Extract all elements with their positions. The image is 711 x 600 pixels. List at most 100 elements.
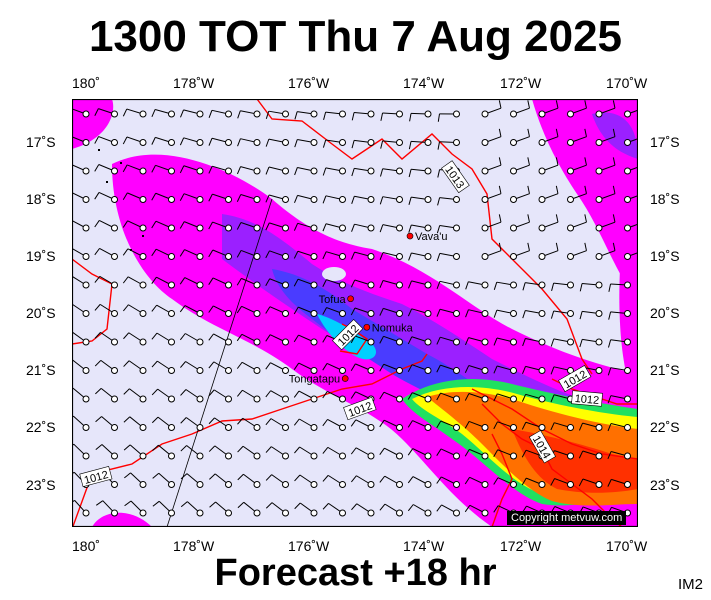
wind-barb <box>567 214 587 232</box>
wind-barb <box>465 281 489 290</box>
lon-label-top: 174˚W <box>403 75 445 91</box>
wind-barb <box>493 309 517 318</box>
wind-barb <box>550 478 574 488</box>
wind-barb <box>151 192 175 203</box>
wind-barb <box>236 305 261 317</box>
copyright-label: Copyright metvuw.com <box>507 511 627 525</box>
wind-barb <box>94 191 118 203</box>
wind-barb <box>493 477 517 488</box>
wind-barb <box>94 303 118 317</box>
wind-barb <box>408 196 432 205</box>
wind-barb <box>624 138 638 146</box>
wind-barb <box>551 281 574 291</box>
lat-label-right: 19˚S <box>650 248 680 264</box>
wind-barb <box>208 417 232 431</box>
wind-barb <box>481 100 502 118</box>
weather-map: Vava'u Tofua Nomuka Tongatapu 1013 1012 101… <box>72 99 638 527</box>
wind-barb <box>265 306 289 317</box>
isobar-line <box>256 99 593 375</box>
wind-barb <box>208 109 232 118</box>
wind-barb <box>407 448 432 460</box>
wind-barb <box>408 252 432 261</box>
wind-barb <box>350 447 375 460</box>
wind-barb <box>72 499 90 517</box>
place-marker: Vava'u <box>406 231 447 243</box>
wind-barb <box>236 389 261 403</box>
wind-barb <box>578 450 603 460</box>
wind-barb <box>437 110 460 122</box>
wind-barb <box>293 222 318 232</box>
wind-barb <box>607 367 631 376</box>
wind-barb <box>208 305 232 317</box>
wind-barb <box>293 306 318 317</box>
wind-barb <box>265 166 289 175</box>
wind-barb <box>322 167 346 176</box>
wind-barb <box>94 136 118 146</box>
lon-label-top: 170˚W <box>606 75 648 91</box>
wind-barb <box>436 420 460 431</box>
lat-label-left: 17˚S <box>26 134 56 150</box>
wind-barb <box>208 137 232 146</box>
wind-barb <box>481 185 502 203</box>
wind-barb <box>265 138 289 147</box>
wind-barb <box>236 333 261 346</box>
wind-barb <box>322 139 346 148</box>
wind-barb <box>236 249 261 260</box>
lat-label-right: 17˚S <box>650 134 680 150</box>
wind-barb <box>624 252 638 260</box>
wind-barb <box>436 476 460 488</box>
wind-barb <box>351 223 375 232</box>
rain-blob-bottomleft <box>92 512 152 527</box>
wind-barb <box>595 214 616 232</box>
wind-barb <box>379 503 403 517</box>
wind-barb <box>595 242 616 260</box>
wind-barb <box>351 503 375 517</box>
wind-barb <box>294 139 318 148</box>
wind-barb <box>350 419 375 431</box>
wind-barb <box>94 331 118 346</box>
wind-barb <box>608 338 631 348</box>
wind-barb <box>493 365 517 374</box>
rain-band-heavy <box>272 269 482 414</box>
lon-label-bottom: 180˚ <box>72 538 101 554</box>
place-marker: Nomuka <box>363 322 414 334</box>
island <box>142 235 144 237</box>
place-marker: Tongatapu <box>289 374 349 386</box>
wind-barb <box>464 476 489 488</box>
wind-barb <box>407 420 432 431</box>
wind-barb <box>510 128 530 146</box>
isobar-label-box <box>571 390 603 407</box>
wind-barb <box>151 416 175 431</box>
wind-barb <box>521 477 546 488</box>
wind-barb <box>322 446 346 460</box>
wind-barb <box>151 220 175 232</box>
boundary-line <box>166 198 273 527</box>
wind-barb <box>538 214 559 232</box>
wind-barb <box>380 139 403 149</box>
wind-barb <box>351 195 375 204</box>
wind-barb <box>322 307 346 317</box>
image-tag: IM2 <box>677 576 703 593</box>
wind-barb <box>538 128 559 146</box>
wind-barb <box>294 474 318 488</box>
lat-label-left: 18˚S <box>26 191 56 207</box>
lon-label-bottom: 172˚W <box>500 538 542 554</box>
wind-barb <box>208 249 232 260</box>
wind-barb <box>208 389 232 403</box>
wind-barb <box>179 249 204 260</box>
wind-barb <box>407 392 432 403</box>
wind-barb <box>237 473 261 488</box>
wind-barb <box>236 221 261 232</box>
wind-barb <box>579 310 603 320</box>
wind-barb <box>123 416 147 431</box>
wind-barb <box>350 251 375 260</box>
wind-barb <box>208 277 232 289</box>
isobar-label-box <box>343 396 377 421</box>
isobar-label-box <box>558 365 592 393</box>
wind-barb <box>464 420 489 431</box>
wind-barb <box>265 474 289 488</box>
wind-barb <box>293 250 318 260</box>
isobar-label-box <box>79 465 113 488</box>
wind-barb <box>265 390 289 403</box>
wind-barb <box>179 333 204 346</box>
